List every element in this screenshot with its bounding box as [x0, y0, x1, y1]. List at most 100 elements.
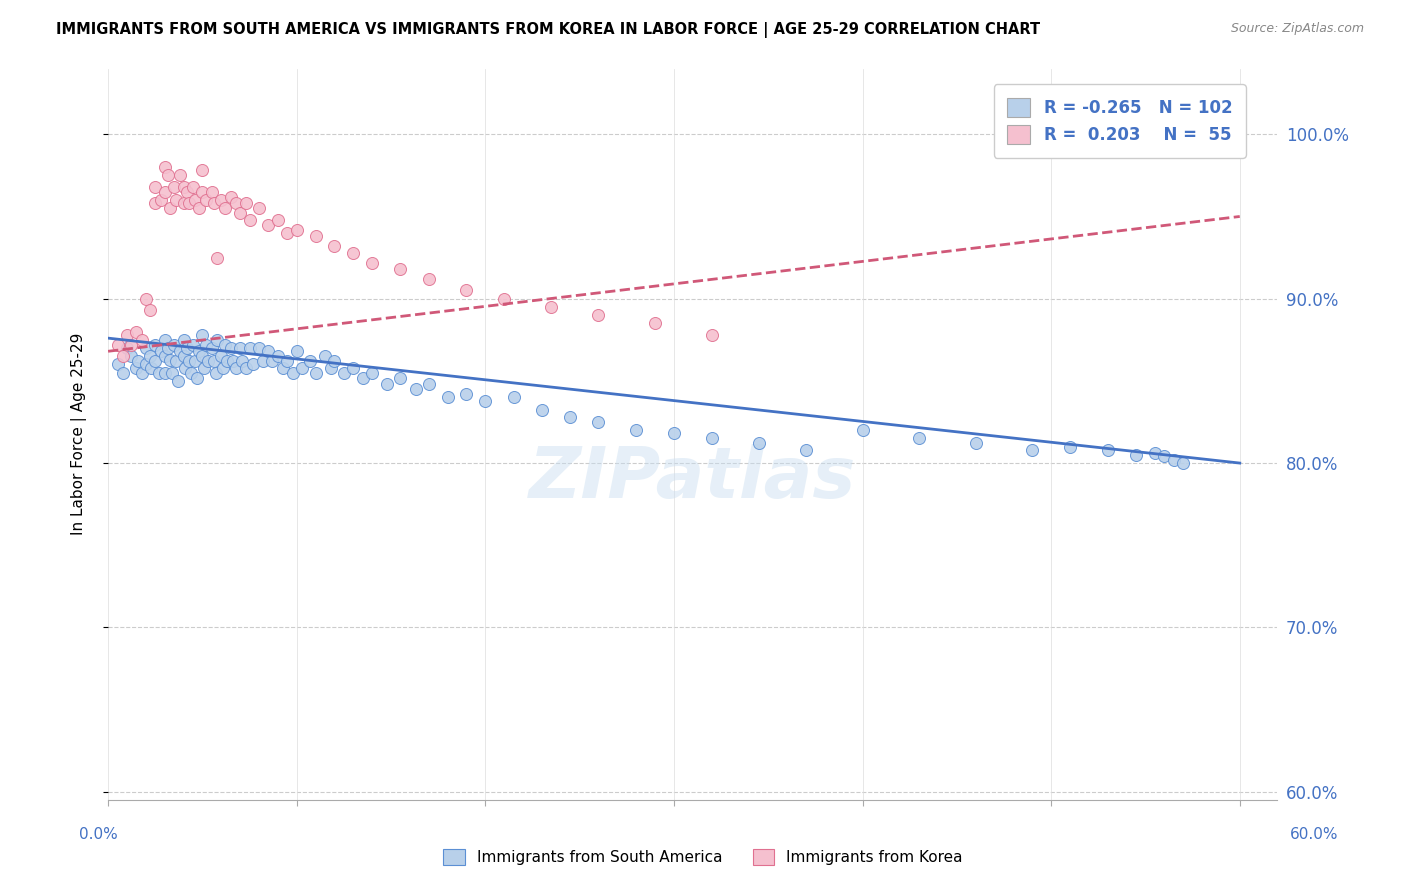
Point	[252, 354, 274, 368]
Point	[201, 185, 224, 199]
Point	[662, 426, 685, 441]
Point	[342, 360, 364, 375]
Point	[502, 390, 524, 404]
Point	[314, 349, 336, 363]
Point	[219, 190, 242, 204]
Point	[436, 390, 458, 404]
Point	[494, 292, 516, 306]
Point	[115, 327, 138, 342]
Point	[221, 354, 243, 368]
Point	[173, 196, 195, 211]
Point	[163, 180, 186, 194]
Point	[191, 163, 214, 178]
Point	[225, 360, 247, 375]
Point	[273, 360, 295, 375]
Point	[908, 431, 931, 445]
Point	[235, 360, 257, 375]
Text: 60.0%: 60.0%	[1291, 827, 1339, 841]
Point	[456, 387, 478, 401]
Point	[530, 403, 553, 417]
Point	[231, 354, 253, 368]
Point	[319, 360, 342, 375]
Point	[700, 431, 723, 445]
Point	[333, 366, 356, 380]
Point	[202, 354, 225, 368]
Point	[207, 251, 229, 265]
Point	[276, 226, 298, 240]
Point	[247, 201, 270, 215]
Point	[225, 196, 247, 211]
Point	[965, 436, 987, 450]
Point	[540, 300, 562, 314]
Point	[184, 193, 207, 207]
Point	[181, 180, 204, 194]
Point	[173, 180, 195, 194]
Point	[644, 316, 666, 330]
Point	[125, 360, 148, 375]
Point	[169, 344, 191, 359]
Point	[191, 349, 214, 363]
Point	[169, 169, 191, 183]
Point	[157, 169, 180, 183]
Point	[304, 366, 326, 380]
Point	[120, 337, 142, 351]
Point	[184, 354, 207, 368]
Legend: Immigrants from South America, Immigrants from Korea: Immigrants from South America, Immigrant…	[437, 843, 969, 871]
Point	[180, 366, 202, 380]
Point	[143, 337, 166, 351]
Point	[148, 366, 170, 380]
Point	[209, 349, 232, 363]
Point	[149, 344, 172, 359]
Point	[361, 255, 384, 269]
Point	[281, 366, 304, 380]
Point	[361, 366, 384, 380]
Point	[187, 201, 209, 215]
Point	[219, 341, 242, 355]
Point	[131, 333, 153, 347]
Point	[135, 292, 157, 306]
Point	[229, 206, 252, 220]
Point	[247, 341, 270, 355]
Point	[186, 370, 208, 384]
Point	[291, 360, 314, 375]
Point	[375, 377, 398, 392]
Point	[262, 354, 284, 368]
Point	[153, 333, 176, 347]
Point	[1097, 442, 1119, 457]
Point	[1153, 450, 1175, 464]
Point	[285, 344, 308, 359]
Point	[157, 341, 180, 355]
Point	[238, 212, 260, 227]
Point	[135, 358, 157, 372]
Legend: R = -0.265   N = 102, R =  0.203    N =  55: R = -0.265 N = 102, R = 0.203 N = 55	[994, 84, 1246, 158]
Point	[153, 366, 176, 380]
Point	[107, 337, 129, 351]
Point	[191, 327, 214, 342]
Point	[179, 196, 201, 211]
Point	[474, 393, 496, 408]
Point	[179, 354, 201, 368]
Point	[700, 327, 723, 342]
Text: Source: ZipAtlas.com: Source: ZipAtlas.com	[1230, 22, 1364, 36]
Point	[112, 366, 135, 380]
Point	[560, 410, 582, 425]
Point	[748, 436, 770, 450]
Point	[159, 201, 181, 215]
Point	[107, 358, 129, 372]
Point	[1021, 442, 1043, 457]
Text: IMMIGRANTS FROM SOUTH AMERICA VS IMMIGRANTS FROM KOREA IN LABOR FORCE | AGE 25-2: IMMIGRANTS FROM SOUTH AMERICA VS IMMIGRA…	[56, 22, 1040, 38]
Point	[131, 366, 153, 380]
Point	[138, 349, 160, 363]
Point	[174, 360, 197, 375]
Point	[191, 185, 214, 199]
Point	[138, 303, 160, 318]
Point	[153, 349, 176, 363]
Text: ZIPatlas: ZIPatlas	[529, 443, 856, 513]
Point	[323, 354, 346, 368]
Point	[176, 341, 198, 355]
Point	[285, 222, 308, 236]
Point	[456, 284, 478, 298]
Point	[149, 193, 172, 207]
Point	[389, 370, 412, 384]
Point	[173, 349, 195, 363]
